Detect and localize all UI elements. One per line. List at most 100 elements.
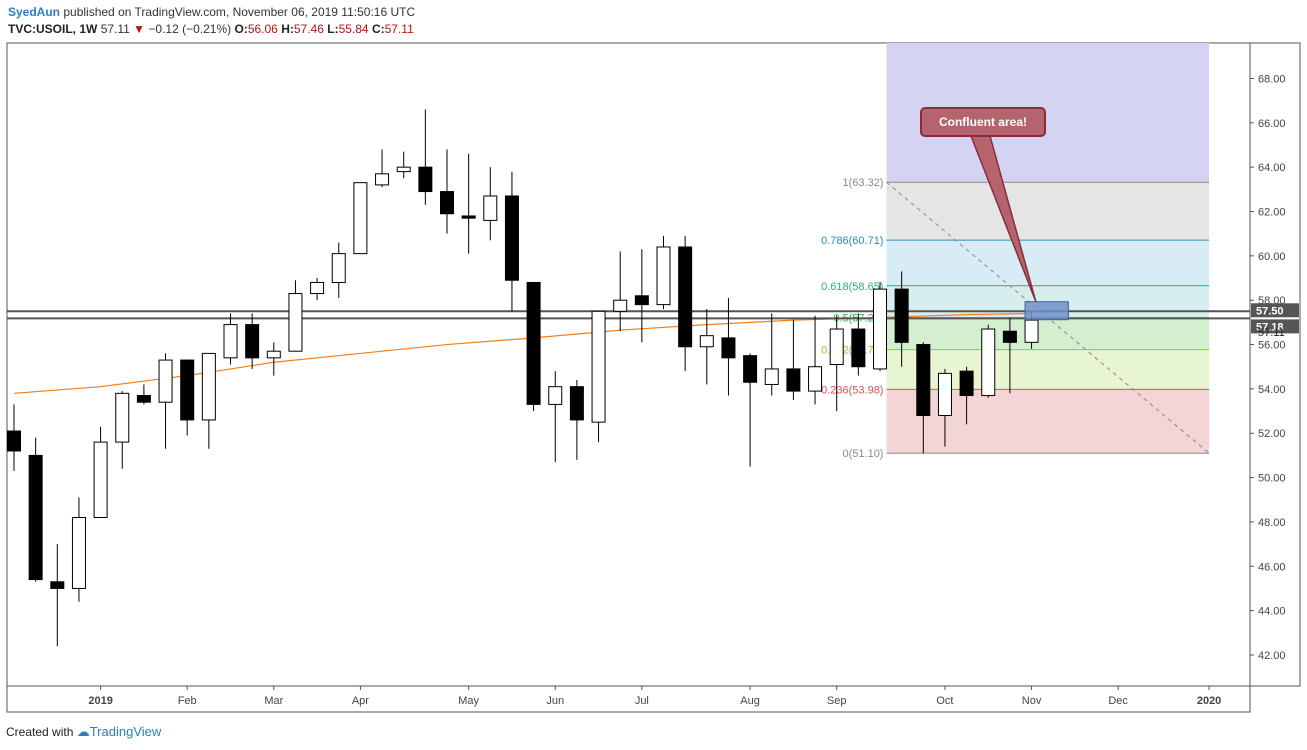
candle-body: [288, 293, 303, 352]
x-tick-label: Jul: [635, 695, 649, 707]
last-price: 57.11: [100, 22, 130, 36]
x-tick-label: Feb: [178, 695, 197, 707]
y-tick-label: 52.00: [1258, 428, 1286, 440]
fib-zone-4: [886, 349, 1210, 390]
x-tick-label: 2020: [1197, 695, 1221, 707]
close-label: C:: [371, 22, 385, 36]
x-tick-label: May: [458, 695, 479, 707]
fib-level-label: 1(63.32): [843, 177, 884, 189]
candle-body: [93, 441, 108, 518]
candle-body: [28, 454, 43, 581]
fib-zone-5: [886, 389, 1210, 454]
candle-body: [375, 173, 390, 186]
candle-body: [613, 299, 628, 312]
candle-body: [245, 324, 260, 359]
candle-body: [158, 359, 173, 403]
candle-body: [808, 366, 823, 392]
fib-zone-0: [886, 182, 1210, 241]
time-axis: [6, 685, 1251, 713]
candle-body: [764, 368, 779, 385]
y-tick-label: 66.00: [1258, 118, 1286, 130]
candle-body: [223, 324, 238, 359]
last-price-axis-label: 57.11: [1258, 327, 1285, 339]
down-arrow-icon: ▼: [133, 22, 146, 36]
x-tick-label: Aug: [740, 695, 760, 707]
tradingview-brand[interactable]: TradingView: [89, 724, 162, 739]
fib-retracement[interactable]: 1(63.32)0.786(60.71)0.618(58.65)0.5(57.2…: [821, 43, 1210, 460]
close-value: 57.11: [384, 22, 414, 36]
candle-body: [569, 386, 584, 421]
x-tick-label: Nov: [1022, 695, 1042, 707]
candle-body: [115, 392, 130, 443]
candle-body: [180, 359, 195, 421]
candle-body: [743, 355, 758, 383]
candle-body: [526, 281, 541, 405]
tradingview-logo-icon: ☁: [76, 724, 90, 739]
callout-annotation[interactable]: Confluent area!: [920, 107, 1046, 137]
candle-body: [894, 288, 909, 343]
confluent-zone-box[interactable]: [1024, 301, 1069, 321]
candle-body: [981, 328, 996, 397]
candle-body: [266, 350, 281, 359]
high-value: 57.46: [293, 22, 324, 36]
fib-level-label: 0(51.10): [843, 448, 884, 460]
candle-body: [699, 335, 714, 348]
fib-level-label: 0.786(60.71): [821, 235, 883, 247]
candle-body: [873, 288, 887, 370]
hline-price-label: 57.18: [1256, 321, 1284, 333]
x-tick-label: Dec: [1108, 695, 1128, 707]
y-tick-label: 54.00: [1258, 384, 1286, 396]
candle-body: [786, 368, 801, 392]
candle-body: [71, 516, 86, 589]
x-tick-label: Jun: [546, 695, 564, 707]
y-tick-label: 42.00: [1258, 650, 1286, 662]
created-with-text: Created with: [6, 725, 74, 739]
candle-body: [916, 344, 931, 416]
candle-body: [396, 166, 411, 173]
candle-body: [353, 182, 368, 255]
y-tick-label: 44.00: [1258, 606, 1286, 618]
candle-body: [310, 281, 325, 295]
ohlc-line: TVC:USOIL, 1W 57.11 ▼ −0.12 (−0.21%) O:5…: [8, 21, 415, 38]
x-tick-label: 2019: [88, 695, 112, 707]
author-link[interactable]: SyedAun: [8, 5, 61, 19]
x-tick-label: Apr: [352, 695, 369, 707]
fib-zone-3: [886, 317, 1210, 350]
y-tick-label: 60.00: [1258, 251, 1286, 263]
candle-body: [418, 166, 433, 193]
candle-body: [959, 370, 974, 397]
candle-body: [1002, 330, 1017, 343]
y-tick-label: 46.00: [1258, 561, 1286, 573]
fib-level-label: 0.618(58.65): [821, 281, 883, 293]
chart-header: SyedAun published on TradingView.com, No…: [8, 4, 415, 38]
low-value: 55.84: [338, 22, 369, 36]
y-tick-label: 62.00: [1258, 207, 1286, 219]
candle-body: [483, 195, 498, 221]
candle-body: [851, 328, 866, 368]
candle-body: [721, 337, 736, 359]
published-text: published on TradingView.com, November 0…: [63, 5, 416, 19]
hline-price-tag: [1251, 303, 1299, 318]
x-tick-label: Mar: [264, 695, 283, 707]
footer: Created with ☁TradingView: [6, 724, 161, 740]
symbol-label: TVC:USOIL, 1W: [8, 22, 98, 36]
candle-body: [591, 310, 606, 423]
candle-body: [1024, 319, 1039, 343]
candle-body: [656, 246, 671, 306]
fib-zone-1: [886, 240, 1210, 286]
publish-line: SyedAun published on TradingView.com, No…: [8, 4, 415, 21]
candle-body: [678, 246, 693, 348]
fib-level-label: 0.236(53.98): [821, 384, 883, 396]
high-label: H:: [281, 22, 294, 36]
open-value: 56.06: [247, 22, 278, 36]
y-tick-label: 68.00: [1258, 73, 1286, 85]
x-tick-label: Oct: [936, 695, 953, 707]
candle-body: [50, 581, 65, 589]
y-tick-label: 64.00: [1258, 162, 1286, 174]
hline-price-label: 57.50: [1256, 305, 1284, 317]
candle-body: [548, 386, 563, 405]
candle-body: [331, 253, 346, 283]
candle-body: [7, 430, 21, 452]
x-tick-label: Sep: [827, 695, 847, 707]
